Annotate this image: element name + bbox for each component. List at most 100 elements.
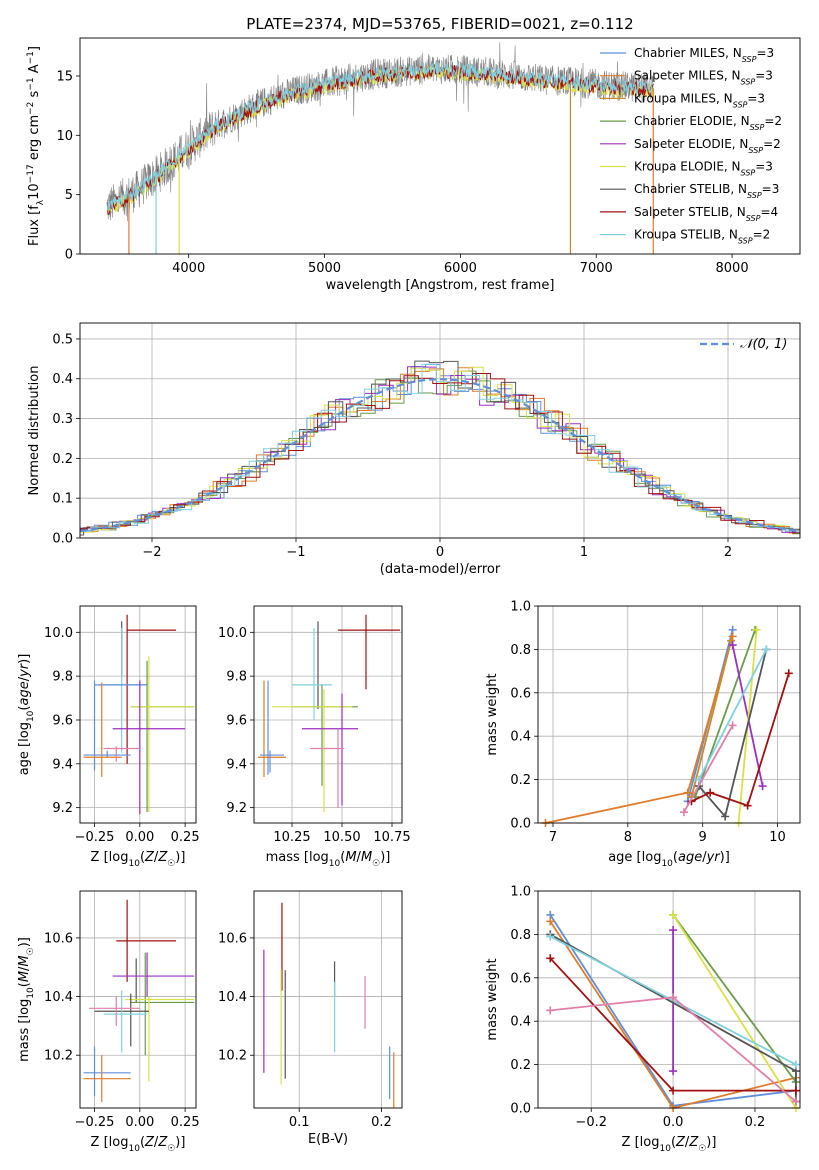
label-part: 10 (128, 1144, 140, 1154)
y-tick-label: 0.4 (510, 730, 531, 745)
y-tick-label: 0.0 (510, 1102, 531, 1117)
legend-entry-part: SSP (746, 213, 761, 222)
label-part: ( (673, 850, 678, 865)
series-line (672, 914, 797, 1109)
legend-entry-part: SSP (733, 100, 748, 109)
y-tick-label: 0.6 (510, 971, 531, 986)
legend-entry-part: Kroupa STELIB, N (634, 228, 738, 242)
x-tick-label: −0.2 (575, 1115, 607, 1130)
label-part: age [log (17, 722, 32, 775)
series-line (683, 724, 734, 813)
series-marker (679, 808, 688, 817)
legend-entry-part: SSP (741, 168, 756, 177)
label-part: / (357, 850, 362, 865)
x-tick-label: 10.50 (323, 830, 360, 845)
series-marker (546, 932, 555, 941)
x-axis-label: wavelength [Angstrom, rest frame] (326, 278, 555, 293)
axes-frame (79, 890, 197, 1109)
y-tick-label: 10.4 (44, 990, 73, 1005)
errorbars (83, 614, 195, 815)
y-tick-label: 9.4 (52, 757, 73, 772)
legend-entry: Chabrier MILES, NSSP=3 (634, 46, 774, 64)
label-part: M (17, 955, 32, 966)
legend-entry-part: =3 (755, 160, 773, 174)
legend-entry: Kroupa STELIB, NSSP=2 (634, 228, 770, 246)
legend-entry: Chabrier STELIB, NSSP=3 (634, 182, 779, 200)
y-tick-label: 0.6 (510, 686, 531, 701)
label-part: Z (675, 1135, 686, 1150)
series (546, 910, 800, 1112)
label-part: ☉ (372, 859, 380, 869)
y-tick-label: 15 (56, 69, 73, 84)
x-tick-label: 9 (699, 830, 707, 845)
x-tick-label: 0.2 (371, 1115, 392, 1130)
errorbars (83, 899, 195, 1103)
label-part: )] (706, 1135, 716, 1150)
y-tick-label: 9.8 (52, 670, 73, 685)
label-part: −17 (26, 164, 36, 183)
legend-entry-part: =2 (763, 137, 781, 151)
label-part: A (27, 64, 42, 77)
y-tick-label: 10.2 (44, 1049, 73, 1064)
series (541, 625, 793, 827)
histogram-series (80, 373, 800, 534)
label-part: yr (17, 662, 32, 678)
label-part: age (678, 850, 702, 865)
x-tick-label: 7000 (580, 261, 613, 276)
histogram-series (80, 363, 800, 533)
errorbars (263, 902, 395, 1108)
axes-frame (79, 605, 197, 824)
label-part: ☉ (167, 859, 175, 869)
y-tick-label: 10.6 (44, 931, 73, 946)
y-tick-label: 0.4 (52, 372, 73, 387)
series-marker (669, 910, 678, 919)
series-marker (683, 788, 692, 797)
series-line (731, 644, 764, 787)
series-marker (706, 788, 715, 797)
label-part: ( (340, 850, 345, 865)
x-tick-label: −0.25 (75, 1115, 115, 1130)
legend-entry-part: =2 (753, 228, 771, 242)
label-part: age (17, 681, 32, 705)
series-marker (752, 625, 761, 634)
series-line (691, 673, 790, 807)
series-marker (669, 1067, 678, 1076)
series-marker (784, 669, 793, 678)
label-part: M (345, 850, 356, 865)
x-tick-label: 0.25 (171, 830, 200, 845)
figure-title: PLATE=2374, MJD=53765, FIBERID=0021, z=0… (246, 15, 633, 33)
label-part: 10 (128, 859, 140, 869)
x-tick-label: 6000 (444, 261, 477, 276)
label-part: / (154, 1135, 159, 1150)
legend-entry-part: Chabrier MILES, N (634, 46, 742, 60)
y-tick-label: 9.2 (52, 801, 73, 816)
x-tick-label: 10 (769, 830, 786, 845)
label-part: / (685, 1135, 690, 1150)
label-part: ☉ (167, 1144, 175, 1154)
x-axis-label: Z [log10(Z/Z☉)] (91, 850, 186, 869)
y-tick-label: 1.0 (510, 600, 531, 615)
y-tick-label: 9.8 (226, 670, 247, 685)
y-tick-label: 0.3 (52, 412, 73, 427)
label-part: )] (720, 850, 730, 865)
label-part: mass [log (17, 999, 32, 1062)
label-part: mass [log (266, 850, 329, 865)
axes-frame (79, 37, 801, 255)
x-tick-label: 8000 (716, 261, 749, 276)
axes-frame (253, 605, 403, 824)
errorbars (258, 614, 400, 813)
series-marker (758, 782, 767, 791)
y-axis-label: Flux [fλ10−17 erg cm−2 s−1 A−1] (26, 46, 46, 246)
y-tick-label: 0.4 (510, 1015, 531, 1030)
label-part: )] (17, 937, 32, 947)
label-part: ( (140, 1135, 145, 1150)
y-tick-label: 10.6 (218, 931, 247, 946)
y-tick-label: 9.6 (52, 713, 73, 728)
series-marker (669, 1086, 678, 1095)
y-tick-label: 10.2 (218, 1049, 247, 1064)
series-marker (669, 993, 678, 1002)
gaussian-curve (80, 378, 800, 533)
label-part: age [log (608, 850, 661, 865)
label-part: Z (144, 1135, 155, 1150)
y-tick-label: 0.5 (52, 332, 73, 347)
